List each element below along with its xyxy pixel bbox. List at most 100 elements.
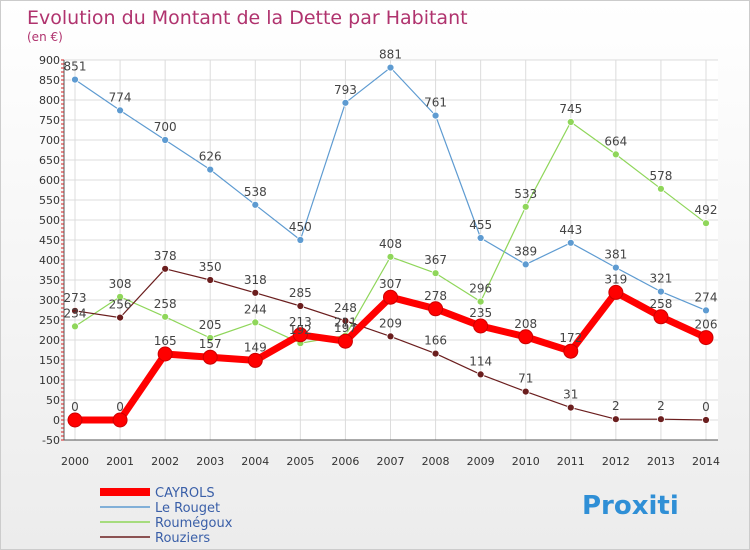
data-point: [161, 264, 170, 273]
data-point: [247, 352, 263, 368]
x-tick-label: 2009: [467, 455, 495, 468]
y-tick-label: 650: [39, 154, 60, 167]
data-point: [296, 236, 305, 244]
data-point: [702, 306, 710, 315]
data-label: 114: [469, 354, 492, 368]
data-label: 0: [116, 400, 124, 414]
y-tick-label: 100: [39, 374, 60, 387]
data-point: [202, 349, 218, 365]
data-label: 321: [649, 272, 672, 286]
data-point: [251, 288, 260, 297]
data-label: 256: [109, 298, 132, 312]
data-label: 197: [334, 321, 357, 335]
data-point: [206, 276, 215, 284]
data-point: [337, 333, 353, 349]
y-tick-label: 350: [39, 274, 60, 287]
data-label: 533: [514, 187, 537, 201]
data-label: 296: [469, 282, 492, 296]
data-label: 350: [199, 260, 222, 274]
data-label: 157: [199, 337, 222, 351]
data-label: 172: [559, 331, 582, 345]
x-tick-label: 2013: [647, 455, 675, 468]
data-label: 0: [71, 400, 79, 414]
x-tick-label: 2011: [557, 455, 585, 468]
data-label: 2: [657, 399, 665, 413]
data-point: [521, 202, 530, 211]
data-point: [566, 118, 575, 126]
y-tick-label: 450: [39, 234, 60, 247]
data-point: [476, 297, 485, 306]
data-label: 793: [334, 83, 357, 97]
data-point: [473, 318, 489, 334]
y-tick-label: 500: [39, 214, 60, 227]
y-tick-label: 400: [39, 254, 60, 267]
data-label: 209: [379, 316, 402, 330]
data-point: [611, 263, 620, 272]
data-label: 234: [64, 306, 87, 320]
data-point: [67, 412, 83, 428]
data-point: [341, 316, 350, 325]
data-label: 258: [154, 297, 177, 311]
data-label: 248: [334, 301, 357, 315]
data-point: [608, 284, 624, 300]
data-point: [563, 343, 579, 359]
data-point: [251, 200, 260, 209]
data-point: [386, 332, 395, 341]
legend-label: Roumégoux: [155, 516, 233, 531]
data-label: 881: [379, 48, 402, 62]
x-tick-label: 2012: [602, 455, 630, 468]
series-layer: [67, 63, 714, 428]
x-tick-label: 2000: [61, 455, 89, 468]
data-label: 538: [244, 185, 267, 199]
data-point: [702, 219, 710, 228]
data-label: 2: [612, 399, 620, 413]
y-tick-label: 50: [46, 394, 60, 407]
data-label: 492: [695, 203, 718, 217]
data-label: 626: [199, 150, 222, 164]
data-point: [611, 415, 620, 424]
data-label: 450: [289, 220, 312, 234]
x-tick-label: 2005: [286, 455, 314, 468]
data-point: [383, 289, 398, 305]
data-point: [116, 292, 124, 301]
data-label: 851: [64, 60, 87, 74]
plot-area: -500501001502002503003504004505005506006…: [39, 48, 720, 468]
data-label: 31: [563, 388, 578, 402]
y-tick-label: 200: [39, 334, 60, 347]
y-tick-label: 700: [39, 134, 60, 147]
data-label: 273: [64, 291, 87, 305]
data-label: 206: [695, 318, 718, 332]
data-label: 307: [379, 277, 402, 291]
data-point: [657, 184, 665, 193]
data-label: 244: [244, 302, 267, 316]
data-point: [161, 312, 170, 321]
x-tick-label: 2001: [106, 455, 134, 468]
data-point: [521, 260, 530, 269]
data-label: 761: [424, 96, 447, 110]
data-point: [341, 98, 350, 107]
data-point: [161, 136, 170, 144]
data-point: [431, 111, 440, 120]
logo-text: Proxiti: [582, 491, 679, 521]
data-point: [206, 334, 215, 342]
y-tick-label: 900: [39, 54, 60, 67]
data-label: 149: [244, 340, 267, 354]
y-tick-label: 550: [39, 194, 60, 207]
data-label: 408: [379, 237, 402, 251]
x-tick-label: 2010: [512, 455, 540, 468]
legend-label: CAYROLS: [155, 486, 215, 501]
data-point: [521, 387, 530, 396]
legend-label: Rouziers: [155, 531, 210, 546]
x-tick-label: 2004: [241, 455, 269, 468]
data-label: 213: [289, 315, 312, 329]
data-point: [698, 330, 714, 346]
data-label: 274: [695, 290, 718, 304]
data-label: 664: [604, 134, 627, 148]
data-label: 745: [559, 102, 582, 116]
data-label: 285: [289, 286, 312, 300]
data-point: [292, 327, 308, 343]
data-label: 166: [424, 334, 447, 348]
data-point: [428, 301, 444, 317]
